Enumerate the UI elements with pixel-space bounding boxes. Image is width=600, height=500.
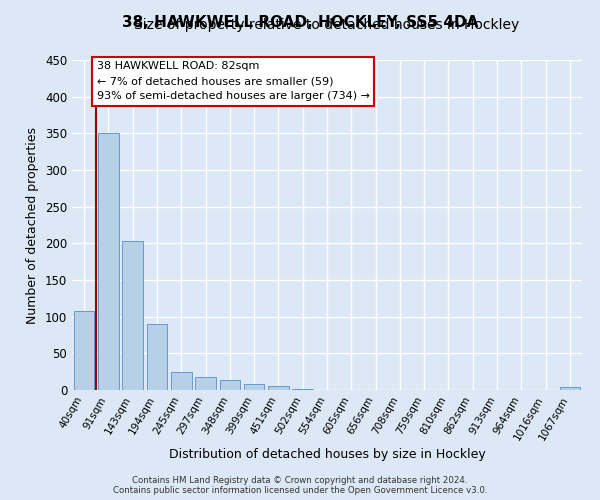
Bar <box>220 380 240 390</box>
Bar <box>146 324 167 390</box>
Bar <box>122 241 143 390</box>
Text: 38, HAWKWELL ROAD, HOCKLEY, SS5 4DA: 38, HAWKWELL ROAD, HOCKLEY, SS5 4DA <box>122 15 478 30</box>
Bar <box>244 384 265 390</box>
Text: 38 HAWKWELL ROAD: 82sqm
← 7% of detached houses are smaller (59)
93% of semi-det: 38 HAWKWELL ROAD: 82sqm ← 7% of detached… <box>97 62 370 101</box>
X-axis label: Distribution of detached houses by size in Hockley: Distribution of detached houses by size … <box>169 448 485 460</box>
Y-axis label: Number of detached properties: Number of detached properties <box>26 126 40 324</box>
Text: Contains HM Land Registry data © Crown copyright and database right 2024.
Contai: Contains HM Land Registry data © Crown c… <box>113 476 487 495</box>
Bar <box>560 387 580 390</box>
Bar <box>195 377 216 390</box>
Title: Size of property relative to detached houses in Hockley: Size of property relative to detached ho… <box>134 18 520 32</box>
Bar <box>98 134 119 390</box>
Bar <box>74 311 94 390</box>
Bar <box>171 372 191 390</box>
Bar <box>268 386 289 390</box>
